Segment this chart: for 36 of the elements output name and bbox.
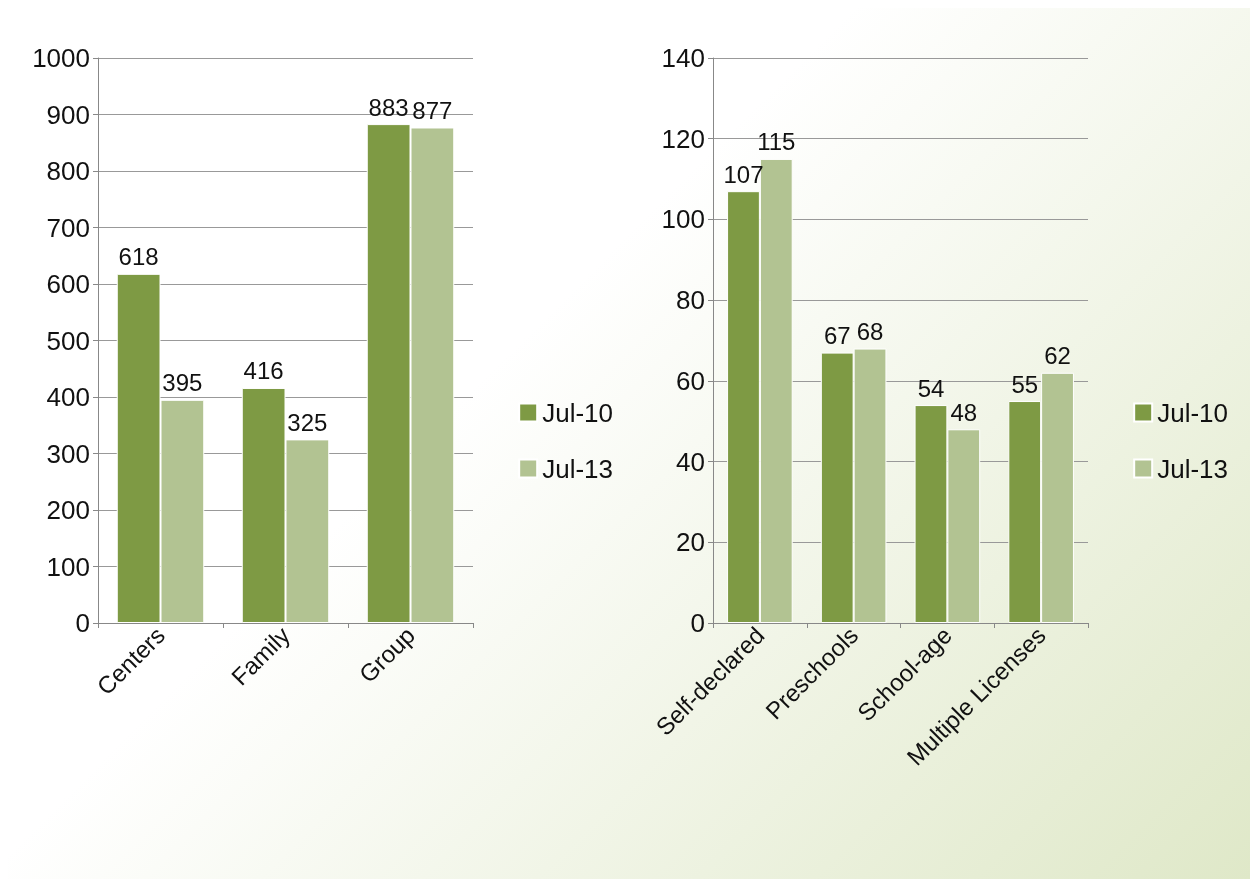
y-tick-label: 40	[676, 446, 705, 477]
y-tick-label: 0	[75, 608, 90, 638]
y-tick-label: 700	[46, 212, 90, 243]
y-tick-label: 200	[46, 495, 90, 525]
data-label: 115	[757, 128, 796, 156]
data-label: 67	[823, 322, 851, 350]
y-tick-label: 500	[46, 325, 90, 356]
legend-label: Jul-13	[542, 453, 614, 484]
y-tick-label: 800	[46, 156, 90, 186]
data-label: 48	[950, 398, 978, 426]
data-label: 883	[368, 93, 409, 121]
y-tick-label: 600	[46, 269, 90, 299]
legend-label: Jul-13	[1157, 453, 1229, 484]
y-tick-label: 300	[46, 438, 90, 469]
y-tick-label: 120	[661, 123, 705, 154]
y-tick-label: 1000	[32, 43, 90, 73]
y-tick-label: 900	[46, 99, 90, 130]
y-tick-label: 100	[661, 204, 705, 235]
data-label: 107	[723, 160, 764, 188]
data-label: 54	[917, 374, 945, 402]
legend-label: Jul-10	[542, 397, 614, 428]
data-label: 325	[287, 408, 328, 436]
data-label: 618	[118, 243, 159, 271]
data-label: 416	[243, 357, 284, 385]
y-tick-label: 400	[46, 382, 90, 412]
y-tick-label: 20	[676, 527, 705, 558]
data-label: 55	[1011, 370, 1039, 398]
data-label: 395	[162, 369, 203, 397]
y-tick-label: 60	[676, 365, 705, 396]
data-label: 877	[412, 97, 453, 124]
legend-label: Jul-10	[1157, 397, 1229, 428]
y-tick-label: 80	[676, 285, 705, 316]
y-tick-label: 140	[661, 43, 705, 73]
data-label: 68	[856, 318, 884, 346]
data-label: 62	[1044, 342, 1071, 370]
y-tick-label: 100	[46, 551, 90, 582]
